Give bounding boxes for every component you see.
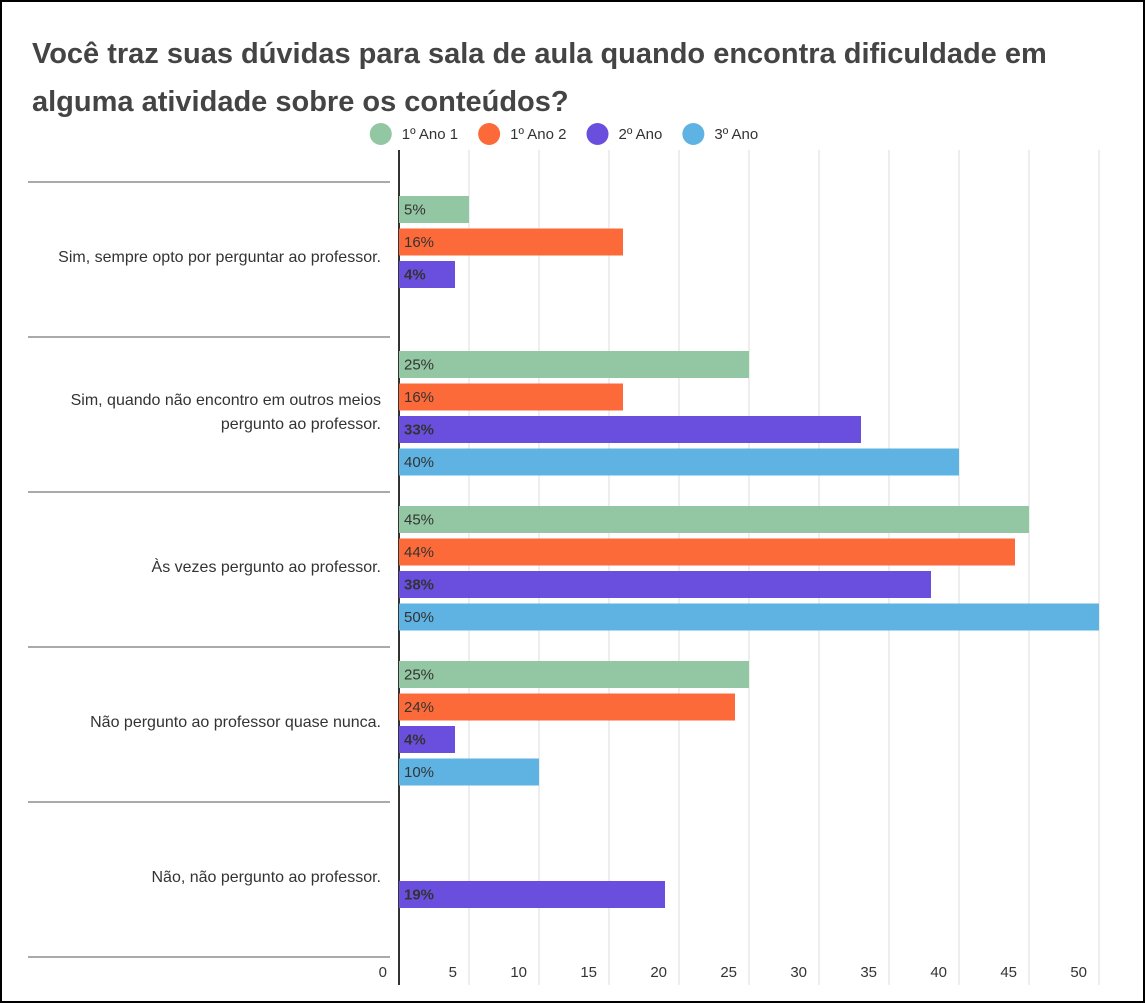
data-label: 25% <box>404 666 434 683</box>
x-tick-label: 5 <box>449 964 457 981</box>
bar <box>399 448 959 476</box>
legend-marker <box>478 123 501 145</box>
category-label: Não pergunto ao professor quase nunca. <box>90 713 381 731</box>
x-tick-label: 10 <box>510 964 527 981</box>
bar <box>399 506 1029 533</box>
legend-label: 2º Ano <box>619 126 663 143</box>
data-label: 16% <box>404 234 434 251</box>
legend-label: 3º Ano <box>714 126 758 143</box>
bar <box>399 383 623 411</box>
category-label: Sim, quando não encontro em outros meios… <box>70 391 381 433</box>
bar <box>399 758 539 786</box>
category-label: Às vezes pergunto ao professor. <box>151 558 381 576</box>
bar <box>399 538 1015 566</box>
legend-marker <box>369 123 392 145</box>
data-label: 40% <box>404 454 434 471</box>
x-tick-label: 0 <box>379 964 387 981</box>
data-label: 25% <box>404 356 434 373</box>
bar <box>399 261 455 288</box>
category-label: Sim, sempre opto por perguntar ao profes… <box>58 248 381 266</box>
x-tick-label: 45 <box>1000 964 1017 981</box>
x-tick-label: 35 <box>860 964 877 981</box>
bar <box>399 196 469 223</box>
bar <box>399 351 749 378</box>
bar <box>399 881 665 908</box>
category-label: Não, não pergunto ao professor. <box>151 868 382 886</box>
data-label: 45% <box>404 511 434 528</box>
x-tick-label: 50 <box>1070 964 1087 981</box>
data-label: 50% <box>404 609 434 626</box>
data-label: 16% <box>404 389 434 406</box>
data-label: 38% <box>404 576 434 593</box>
data-label: 10% <box>404 764 434 781</box>
chart-title: Você traz suas dúvidas para sala de aula… <box>32 38 1047 118</box>
legend-marker <box>682 123 705 145</box>
bar <box>399 726 455 753</box>
bar <box>399 416 861 443</box>
x-tick-label: 30 <box>790 964 807 981</box>
x-tick-label: 15 <box>580 964 597 981</box>
bar <box>399 693 735 721</box>
data-label: 33% <box>404 421 434 438</box>
x-tick-label: 20 <box>650 964 667 981</box>
x-tick-label: 40 <box>930 964 947 981</box>
legend-marker <box>586 123 609 145</box>
bar <box>399 603 1099 631</box>
bar <box>399 228 623 256</box>
legend-label: 1º Ano 2 <box>510 126 566 143</box>
data-label: 19% <box>404 886 434 903</box>
data-label: 5% <box>404 201 426 218</box>
data-label: 4% <box>404 731 426 748</box>
bar <box>399 571 931 598</box>
legend-label: 1º Ano 1 <box>402 126 458 143</box>
data-label: 4% <box>404 266 426 283</box>
data-label: 24% <box>404 699 434 716</box>
data-label: 44% <box>404 544 434 561</box>
bar <box>399 661 749 688</box>
x-tick-label: 25 <box>720 964 737 981</box>
